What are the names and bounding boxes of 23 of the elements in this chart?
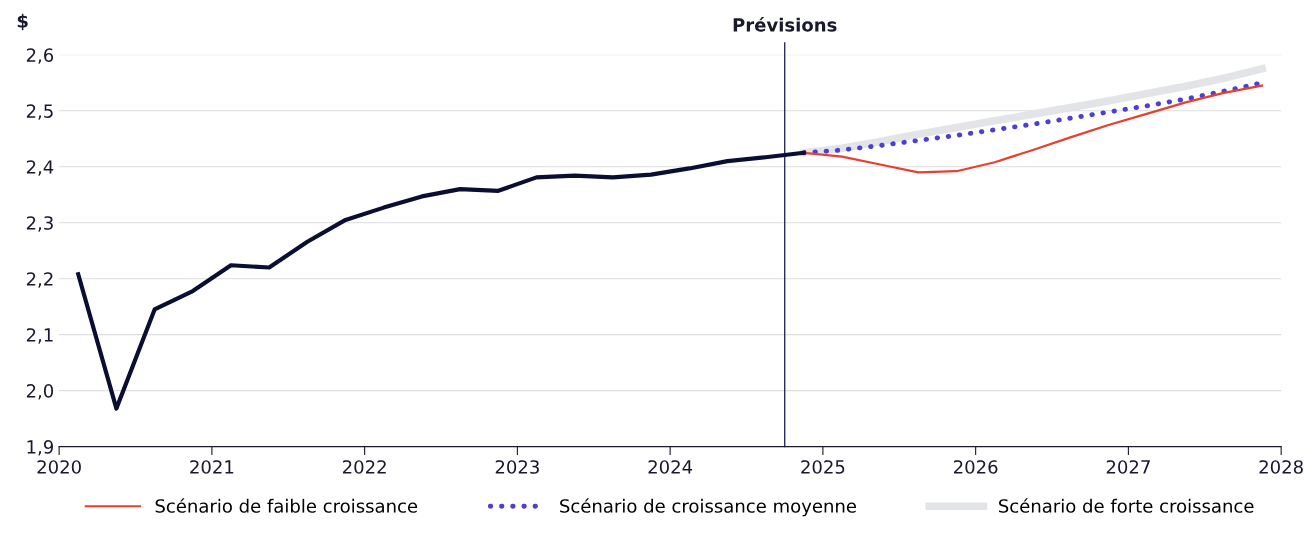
- y-tick-label: 2,2: [26, 272, 53, 288]
- x-tick-label: 2024: [648, 460, 693, 474]
- line-series: [76, 150, 806, 411]
- y-tick-label: 2,5: [26, 104, 53, 120]
- x-tick-label: 2020: [37, 460, 81, 474]
- y-tick-label: 1,9: [27, 440, 53, 456]
- x-tick-label: 2023: [495, 460, 539, 474]
- legend-label: Scénario de forte croissance: [999, 498, 1254, 513]
- x-tick-label: 2028: [1259, 460, 1303, 474]
- x-tick-label: 2025: [801, 460, 845, 474]
- y-tick-label: 2,4: [26, 160, 54, 176]
- legend-label: Scénario de faible croissance: [155, 498, 418, 513]
- y-tick-label: 2,3: [26, 216, 53, 232]
- x-tick-label: 2021: [190, 460, 234, 474]
- x-tick-label: 2022: [342, 460, 386, 474]
- y-tick-label: 2,0: [26, 384, 54, 400]
- x-tick-label: 2026: [953, 460, 998, 474]
- legend-label: Scénario de croissance moyenne: [560, 498, 857, 517]
- x-tick-label: 2027: [1106, 460, 1150, 474]
- y-tick-label: 2,1: [26, 328, 53, 344]
- ref-line-label: Prévisions: [733, 17, 837, 32]
- y-axis-title: $: [17, 13, 28, 31]
- y-tick-label: 2,6: [26, 48, 54, 64]
